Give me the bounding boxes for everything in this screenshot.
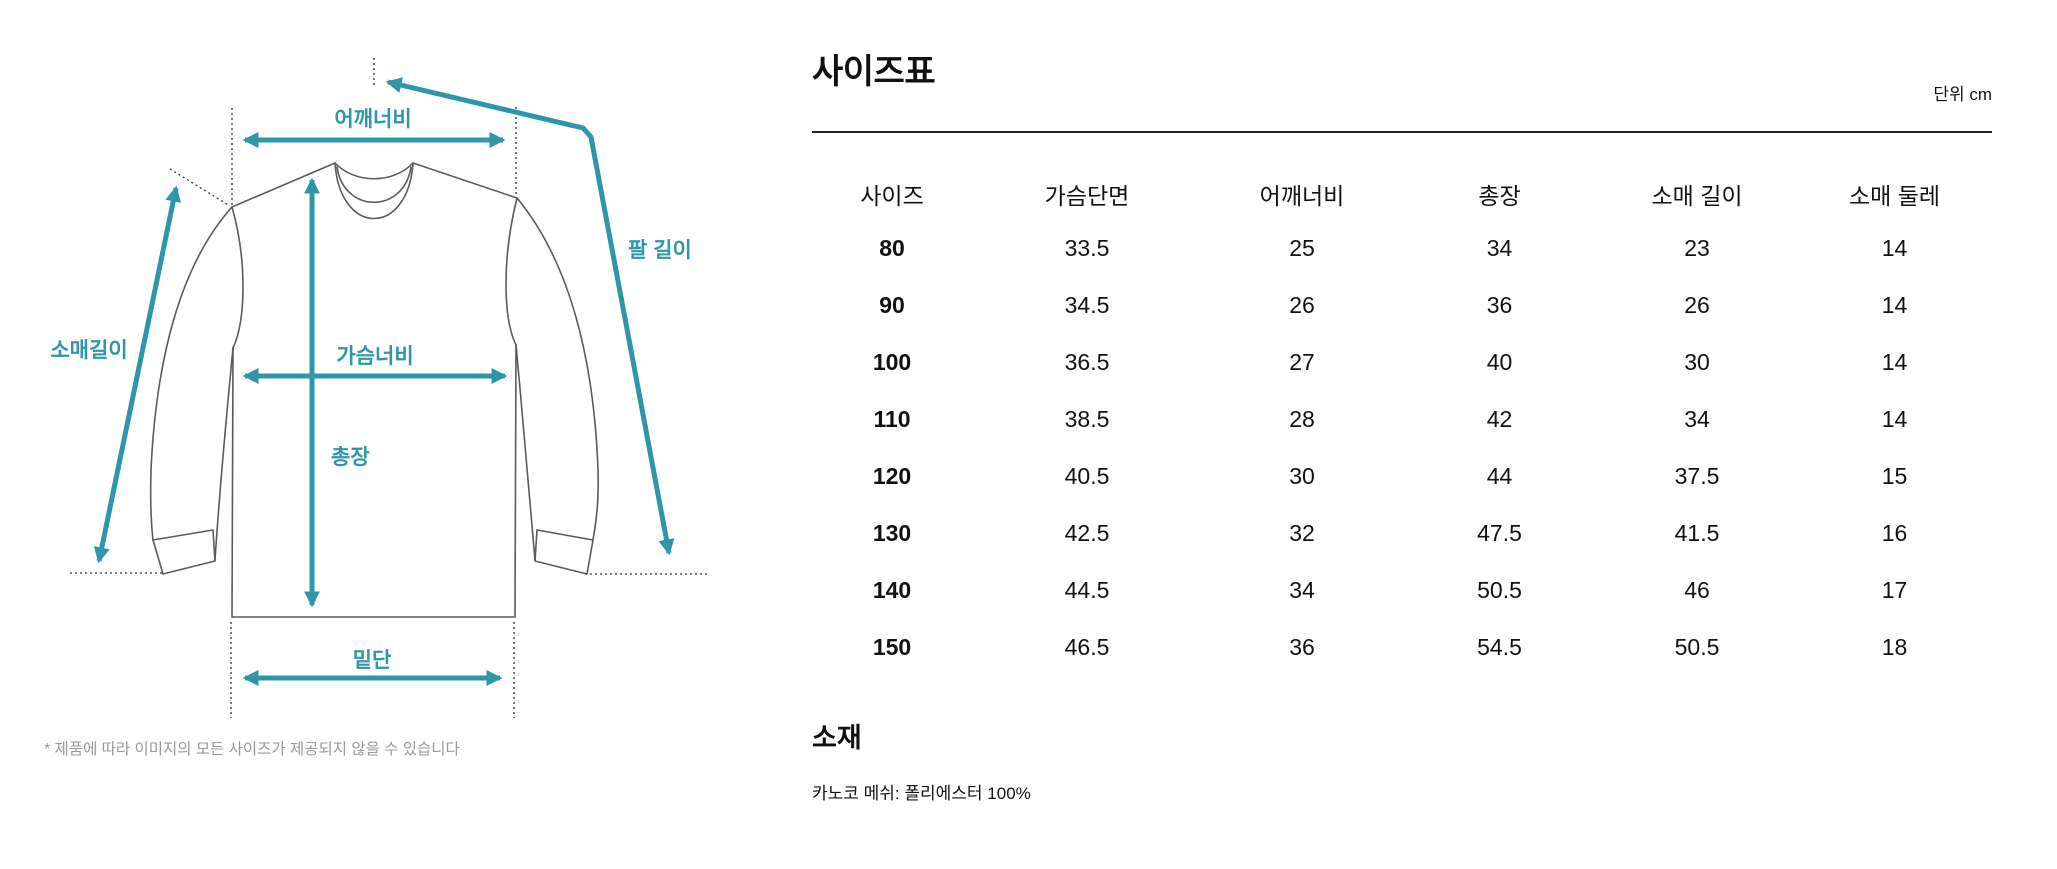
material-heading: 소재	[812, 723, 862, 753]
chest-cell: 40.5	[1064, 463, 1110, 489]
shirt-outline	[149, 162, 599, 618]
size-table: 사이즈 가슴단면 어깨너비 총장 소매 길이 소매 둘레 80 33.5 25 …	[812, 168, 1992, 676]
length-cell: 54.5	[1477, 634, 1522, 660]
sleeve-circumference-cell: 14	[1881, 406, 1908, 432]
table-row: 150 46.5 36 54.5 50.5 18	[812, 619, 1992, 676]
length-cell: 47.5	[1477, 520, 1522, 546]
column-header: 어깨너비	[1259, 183, 1345, 209]
chest-cell: 44.5	[1064, 577, 1110, 603]
sleeve-circumference-cell: 14	[1881, 349, 1908, 375]
size-cell: 140	[872, 577, 912, 603]
column-header: 총장	[1478, 183, 1521, 209]
arm-length-arrow	[385, 77, 675, 556]
unit-label: 단위 cm	[1933, 85, 1992, 104]
table-row: 90 34.5 26 36 26 14	[812, 277, 1992, 334]
size-cell: 80	[879, 235, 905, 261]
sleeve-circumference-cell: 18	[1881, 634, 1908, 660]
size-guide-diagram: 어깨너비 팔 길이 소매길이 가슴너비 총장 밑단 * 제품에 따라 이미지의 …	[44, 58, 707, 758]
shoulder-cell: 32	[1289, 520, 1315, 546]
shoulder-cell: 36	[1289, 634, 1315, 660]
size-cell: 150	[872, 634, 912, 660]
shoulder-cell: 25	[1289, 235, 1315, 261]
sleeve-length-arrow	[93, 185, 182, 564]
guide-dotted-lines	[70, 58, 707, 718]
chest-cell: 42.5	[1064, 520, 1110, 546]
title-divider	[812, 131, 1992, 133]
sleeve-length-cell: 50.5	[1674, 634, 1720, 660]
length-cell: 44	[1486, 463, 1513, 489]
chest-cell: 34.5	[1064, 292, 1110, 318]
page-title: 사이즈표	[812, 53, 936, 91]
length-cell: 36	[1486, 292, 1513, 318]
column-header: 소매 길이	[1651, 183, 1743, 209]
sleeve-circumference-cell: 17	[1881, 577, 1908, 603]
material-section: 소재 카노코 메쉬: 폴리에스터 100%	[812, 716, 1031, 804]
sleeve-length-cell: 26	[1684, 292, 1710, 318]
diagram-footnote: * 제품에 따라 이미지의 모든 사이즈가 제공되지 않을 수 있습니다	[44, 740, 460, 758]
length-cell: 40	[1486, 349, 1513, 375]
chest-width-label: 가슴너비	[336, 345, 413, 368]
chest-cell: 38.5	[1064, 406, 1110, 432]
column-header: 소매 둘레	[1848, 183, 1941, 209]
shoulder-width-label: 어깨너비	[334, 108, 411, 131]
shoulder-cell: 28	[1289, 406, 1315, 432]
size-cell: 100	[872, 349, 912, 375]
length-cell: 34	[1486, 235, 1513, 261]
sleeve-circumference-cell: 15	[1881, 463, 1908, 489]
table-row: 140 44.5 34 50.5 46 17	[812, 562, 1992, 619]
shoulder-cell: 30	[1289, 463, 1315, 489]
table-row: 100 36.5 27 40 30 14	[812, 334, 1992, 391]
sleeve-circumference-cell: 14	[1881, 292, 1908, 318]
arm-length-label: 팔 길이	[628, 239, 692, 262]
table-row: 120 40.5 30 44 37.5 15	[812, 448, 1992, 505]
sleeve-length-cell: 37.5	[1674, 463, 1720, 489]
length-cell: 42	[1486, 406, 1513, 432]
sleeve-length-cell: 41.5	[1674, 520, 1720, 546]
chest-cell: 46.5	[1064, 634, 1110, 660]
column-header: 사이즈	[860, 183, 924, 209]
shoulder-cell: 27	[1289, 349, 1315, 375]
table-row: 110 38.5 28 42 34 14	[812, 391, 1992, 448]
column-header: 가슴단면	[1044, 183, 1130, 209]
sleeve-circumference-cell: 16	[1881, 520, 1908, 546]
table-row: 80 33.5 25 34 23 14	[812, 220, 1992, 277]
total-length-label: 총장	[331, 446, 370, 469]
size-cell: 90	[879, 292, 905, 318]
sleeve-circumference-cell: 14	[1881, 235, 1908, 261]
chest-cell: 33.5	[1064, 235, 1110, 261]
size-cell: 110	[873, 406, 911, 432]
sleeve-length-cell: 23	[1684, 235, 1710, 261]
hem-label: 밑단	[353, 649, 392, 672]
sleeve-length-cell: 46	[1684, 577, 1710, 603]
table-row: 130 42.5 32 47.5 41.5 16	[812, 505, 1992, 562]
size-cell: 120	[872, 463, 912, 489]
sleeve-length-cell: 30	[1684, 349, 1710, 375]
length-cell: 50.5	[1477, 577, 1522, 603]
table-header-row: 사이즈 가슴단면 어깨너비 총장 소매 길이 소매 둘레	[812, 168, 1992, 220]
material-description: 카노코 메쉬: 폴리에스터 100%	[812, 784, 1031, 803]
shoulder-cell: 26	[1289, 292, 1315, 318]
sleeve-length-label: 소매길이	[50, 339, 127, 362]
shoulder-cell: 34	[1289, 577, 1315, 603]
size-cell: 130	[872, 520, 912, 546]
sleeve-length-cell: 34	[1684, 406, 1710, 432]
chest-cell: 36.5	[1064, 349, 1110, 375]
